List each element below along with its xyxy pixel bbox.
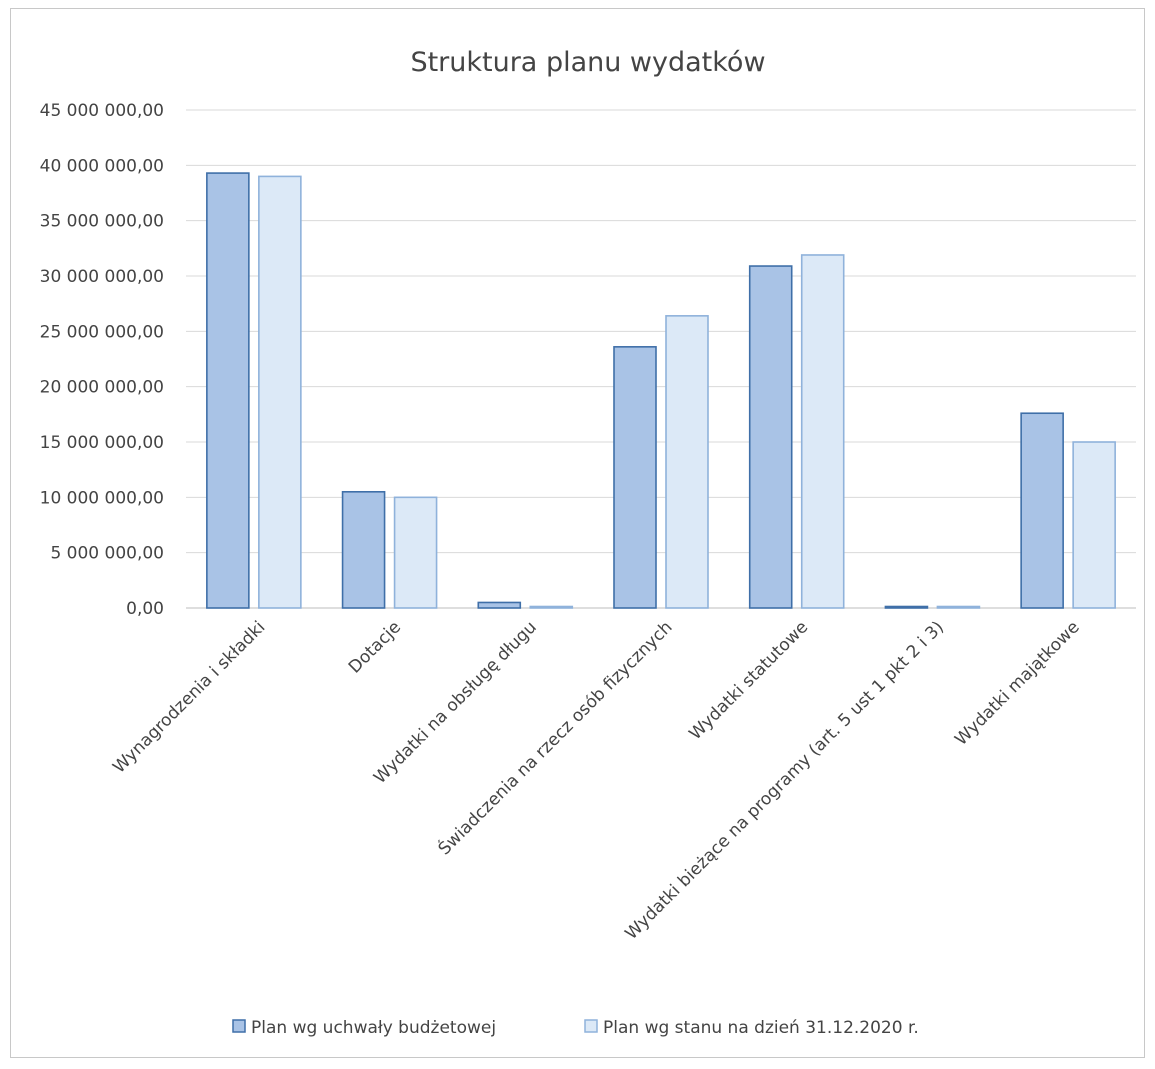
chart-title: Struktura planu wydatków — [410, 47, 765, 78]
legend-swatch — [232, 1019, 246, 1033]
gridlines — [186, 109, 1136, 609]
y-tick-label: 35 000 000,00 — [40, 212, 164, 232]
y-tick-label: 40 000 000,00 — [40, 156, 164, 176]
bars — [206, 172, 1116, 609]
bar-plan-uchwala-1 — [341, 490, 386, 609]
bar-plan-uchwala-0 — [206, 172, 250, 609]
x-category-label: Wydatki majątkowe — [951, 617, 1083, 749]
legend-swatch — [584, 1019, 598, 1033]
y-tick-label: 25 000 000,00 — [40, 322, 164, 342]
bar-plan-stan-1 — [393, 496, 438, 609]
bar-plan-uchwala-5 — [884, 605, 929, 609]
legend-label: Plan wg stanu na dzień 31.12.2020 r. — [603, 1018, 919, 1038]
x-category-label: Wydatki na obsługę długu — [370, 617, 541, 788]
bar-plan-stan-5 — [936, 605, 981, 609]
y-tick-label: 20 000 000,00 — [40, 378, 164, 398]
legend-label: Plan wg uchwały budżetowej — [251, 1018, 496, 1038]
bar-plan-stan-3 — [665, 315, 709, 609]
bar-plan-uchwala-6 — [1020, 412, 1064, 609]
bar-plan-uchwala-2 — [477, 601, 522, 609]
x-category-label: Wynagrodzenia i składki — [109, 617, 269, 777]
y-tick-label: 45 000 000,00 — [40, 101, 164, 121]
bar-plan-stan-6 — [1072, 441, 1116, 609]
x-category-label: Wydatki bieżące na programy (art. 5 ust … — [621, 617, 947, 943]
y-axis-tick-labels: 0,00 5 000 000,00 10 000 000,00 15 000 000,… — [40, 101, 164, 619]
x-category-label: Świadczenia na rzecz osób fizycznych — [433, 616, 676, 859]
legend: Plan wg uchwały budżetowej Plan wg stanu … — [232, 1018, 919, 1038]
bar-chart: Struktura planu wydatków 0,00 5 000 000,0… — [40, 47, 1136, 1038]
x-category-label: Wydatki statutowe — [686, 617, 813, 744]
y-tick-label: 0,00 — [126, 599, 164, 619]
y-tick-label: 30 000 000,00 — [40, 267, 164, 287]
x-category-label: Dotacje — [345, 617, 405, 677]
bar-plan-uchwala-3 — [613, 346, 657, 609]
bar-plan-stan-2 — [529, 605, 574, 609]
bar-plan-stan-0 — [258, 175, 302, 609]
y-tick-label: 15 000 000,00 — [40, 433, 164, 453]
bar-plan-uchwala-4 — [748, 265, 793, 609]
y-tick-label: 5 000 000,00 — [50, 544, 164, 564]
y-tick-label: 10 000 000,00 — [40, 488, 164, 508]
bar-plan-stan-4 — [800, 254, 845, 609]
chart-frame: Struktura planu wydatków 0,00 5 000 000,0… — [10, 8, 1145, 1058]
